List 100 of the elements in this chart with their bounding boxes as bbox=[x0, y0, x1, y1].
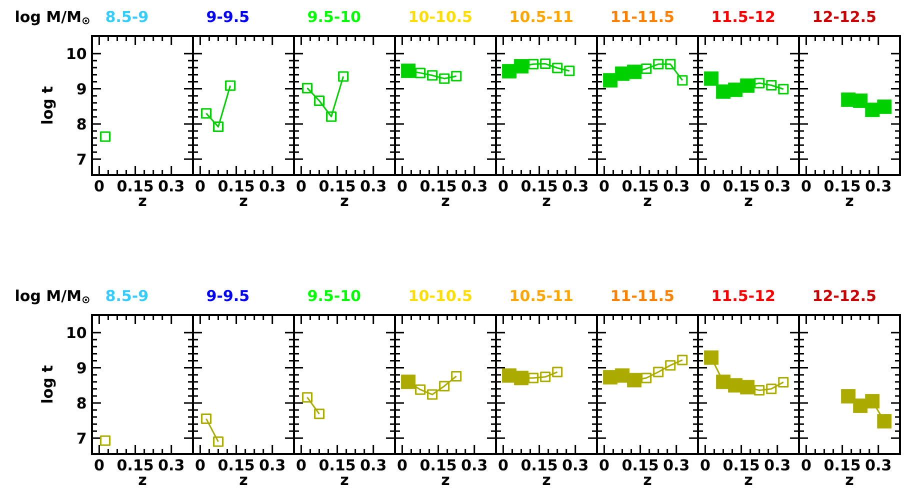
point bbox=[641, 372, 652, 384]
point bbox=[665, 58, 676, 70]
point bbox=[552, 62, 563, 74]
x-tick-label: 0.3 bbox=[562, 180, 588, 192]
point bbox=[528, 372, 539, 384]
y-tick-label: 7 bbox=[77, 154, 86, 165]
x-tick-label: 0 bbox=[700, 459, 710, 471]
point bbox=[778, 376, 789, 388]
point bbox=[641, 63, 652, 74]
point bbox=[677, 354, 688, 366]
point bbox=[853, 94, 868, 108]
x-tick-label: 0.15 bbox=[218, 180, 254, 192]
x-tick-label: 0 bbox=[498, 459, 508, 471]
point bbox=[766, 384, 777, 394]
x-tick-label: 0 bbox=[498, 180, 508, 192]
chart-title: 12-12.5 bbox=[814, 10, 876, 22]
point bbox=[653, 366, 664, 378]
x-tick-label: 0 bbox=[94, 459, 104, 471]
chart-title: 10-10.5 bbox=[410, 290, 472, 302]
x-tick-label: 0.3 bbox=[360, 459, 386, 471]
x-tick-label: 0.15 bbox=[522, 459, 557, 471]
point bbox=[427, 389, 438, 400]
x-tick-label: 0.15 bbox=[118, 459, 153, 471]
x-tick-label: 0.3 bbox=[866, 459, 890, 471]
x-tick-label: 0 bbox=[398, 459, 407, 471]
y-axis-title: log t bbox=[41, 86, 56, 124]
point bbox=[415, 68, 426, 78]
chart-title: 8.5-9 bbox=[106, 10, 148, 22]
x-tick-label: 0 bbox=[196, 459, 205, 471]
x-tick-label: 0.3 bbox=[664, 459, 688, 471]
x-tick-label: 0.15 bbox=[522, 180, 557, 192]
point bbox=[451, 70, 462, 82]
chart-title: 9-9.5 bbox=[207, 290, 248, 302]
chart-title: 11.5-12 bbox=[712, 290, 774, 302]
x-axis-title: z bbox=[542, 476, 550, 485]
point bbox=[754, 385, 765, 396]
y-axis-title: log t bbox=[41, 366, 56, 403]
y-tick-label: 7 bbox=[77, 432, 86, 444]
chart-title: 10.5-11 bbox=[510, 290, 572, 302]
x-tick-label: 0.3 bbox=[866, 180, 890, 192]
point bbox=[427, 70, 438, 81]
chart-title: 11-11.5 bbox=[612, 11, 674, 22]
x-axis-title: z bbox=[442, 198, 450, 206]
point bbox=[778, 84, 789, 94]
point bbox=[841, 389, 856, 404]
point bbox=[326, 111, 337, 122]
x-tick-label: 0.15 bbox=[724, 180, 759, 192]
x-tick-label: 0.15 bbox=[420, 459, 456, 471]
x-axis-title: z bbox=[340, 198, 348, 206]
point bbox=[528, 58, 539, 70]
x-tick-label: 0.15 bbox=[824, 459, 860, 471]
y-tick-label: 10 bbox=[68, 326, 86, 338]
x-axis-title: z bbox=[138, 198, 146, 206]
x-tick-label: 0 bbox=[600, 459, 609, 471]
x-axis-title: z bbox=[644, 476, 652, 485]
x-tick-label: 0 bbox=[700, 180, 710, 192]
chart-title: 9-9.5 bbox=[207, 10, 248, 22]
x-axis-title: z bbox=[644, 198, 652, 206]
x-tick-label: 0 bbox=[802, 459, 811, 471]
x-tick-label: 0.15 bbox=[724, 459, 759, 471]
x-tick-label: 0.15 bbox=[218, 459, 254, 471]
chart-title: 11.5-12 bbox=[712, 10, 774, 22]
x-tick-label: 0.3 bbox=[260, 459, 284, 471]
point bbox=[338, 71, 349, 82]
chart-title: 10-10.5 bbox=[410, 10, 472, 22]
x-tick-label: 0 bbox=[196, 180, 205, 192]
chart-title: 12-12.5 bbox=[814, 290, 876, 302]
chart-title: 9.5-10 bbox=[308, 10, 360, 22]
point bbox=[865, 394, 880, 408]
x-axis-title: z bbox=[340, 476, 348, 485]
chart-title: 10.5-11 bbox=[510, 10, 572, 22]
x-axis-title: z bbox=[846, 198, 854, 206]
point bbox=[877, 414, 892, 428]
x-tick-label: 0 bbox=[600, 180, 609, 192]
x-tick-label: 0.3 bbox=[664, 180, 688, 192]
text: log M/M$_{⊙}$ bbox=[16, 290, 90, 304]
x-tick-label: 0.15 bbox=[118, 180, 153, 192]
x-axis-title: z bbox=[744, 476, 752, 485]
x-tick-label: 0 bbox=[296, 459, 306, 471]
x-tick-label: 0.15 bbox=[320, 459, 355, 471]
point bbox=[540, 58, 551, 70]
x-tick-label: 0.3 bbox=[360, 180, 386, 192]
chart-title: 11-11.5 bbox=[612, 290, 674, 302]
y-tick-label: 10 bbox=[68, 48, 86, 60]
y-tick-label: 8 bbox=[77, 397, 86, 409]
x-axis-title: z bbox=[240, 476, 248, 485]
y-tick-label: 9 bbox=[77, 362, 86, 374]
x-tick-label: 0 bbox=[398, 180, 407, 192]
point bbox=[877, 100, 892, 114]
point bbox=[564, 66, 575, 76]
x-tick-label: 0 bbox=[296, 180, 306, 192]
x-axis-title: z bbox=[442, 476, 450, 485]
x-tick-label: 0.3 bbox=[764, 459, 790, 471]
x-tick-label: 0.15 bbox=[622, 459, 658, 471]
x-tick-label: 0.3 bbox=[158, 180, 184, 192]
chart-title: 8.5-9 bbox=[106, 290, 148, 302]
x-tick-label: 0 bbox=[802, 180, 811, 192]
x-tick-label: 0.3 bbox=[260, 180, 284, 192]
point bbox=[314, 95, 324, 106]
point bbox=[754, 78, 765, 88]
